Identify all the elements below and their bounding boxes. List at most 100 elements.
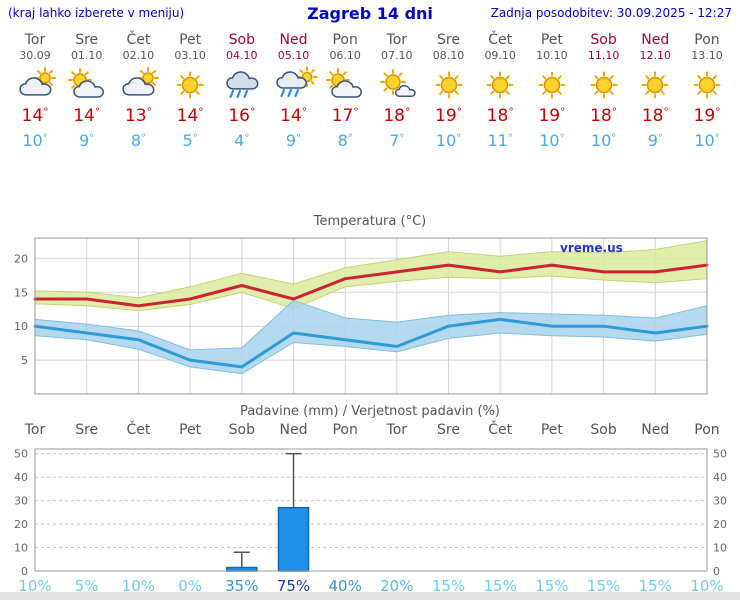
precip-probability: 10% [121,577,156,595]
low-temp: 9° [647,131,663,150]
watermark: vreme.us [560,241,623,255]
high-temp: 18° [486,106,514,126]
high-temp: 13° [124,106,152,126]
low-temp: 5° [182,131,198,150]
svg-text:10: 10 [14,320,28,333]
high-temp: 18° [641,106,669,126]
day-column-03.10: Pet 03.10 14° 5° [164,30,216,150]
precip-probability: 20% [380,577,414,595]
low-temp: 8° [337,131,353,150]
sunny-icon [164,68,216,104]
footer-bar [0,592,740,600]
high-temp: 18° [383,106,411,126]
showers-icon [268,66,320,104]
precipitation-chart: 0 0 10 10 20 20 30 30 40 40 50 50 [14,448,727,578]
high-temp: 16° [228,106,256,126]
precipitation-chart-title: Padavine (mm) / Verjetnost padavin (%) [240,404,500,419]
day-name: Pon [694,32,720,48]
day-date: 11.10 [587,49,620,62]
high-temp: 14° [176,106,204,126]
day-date: 30.09 [19,49,51,62]
precip-probability: 15% [431,577,466,595]
day-date: 07.10 [381,49,413,62]
day-name: Pet [540,32,563,48]
sunny-icon [474,68,526,104]
min-range-band [34,299,708,375]
low-temp: 10° [22,131,48,150]
sunny-icon [423,68,475,104]
low-temp: 10° [590,131,617,150]
svg-text:30: 30 [14,495,28,508]
precip-probability-row: 10% 5% 10% 0% 35% 75% 40% 20% 15% 15% 15% 15% 15% 10% [0,577,740,597]
page-title: Zagreb 14 dni [307,4,433,23]
precip-probability: 15% [483,577,517,595]
low-temp: 10° [435,131,462,150]
precip-probability: 35% [225,577,259,595]
high-temp: 18° [590,106,618,126]
precip-probability: 40% [328,577,362,595]
day-column-11.10: Sob 11.10 18° 10° [578,30,630,150]
precip-probability: 10% [18,577,52,595]
precip-day-label: Sob [228,422,255,438]
high-temp: 14° [21,106,49,126]
svg-text:0: 0 [713,565,720,578]
low-temp: 4° [234,131,250,150]
low-temp: 10° [539,131,565,150]
svg-text:5: 5 [21,354,28,367]
svg-text:40: 40 [713,471,727,484]
day-date: 12.10 [639,49,672,62]
day-date: 10.10 [536,49,568,62]
day-name: Ned [641,32,670,48]
precip-day-label: Pon [694,422,720,438]
high-temp: 19° [538,106,566,126]
day-strip: Tor 30.09 14° 10° Sre 01.10 14° 9° Čet 02.10 13° 8°… [0,30,740,182]
high-temp: 14° [73,106,101,126]
svg-text:20: 20 [14,252,28,265]
day-name: Pon [332,32,358,48]
high-temp: 19° [693,106,721,126]
day-date: 03.10 [174,49,206,62]
low-temp: 9° [285,131,302,150]
high-temp: 17° [331,106,359,126]
day-name: Čet [126,32,151,48]
svg-text:50: 50 [14,448,28,461]
day-date: 13.10 [691,49,723,62]
temperature-chart: 5 10 15 20 vreme.us [14,237,709,395]
svg-text:10: 10 [14,542,28,555]
svg-text:20: 20 [14,518,28,531]
day-name: Ned [279,32,308,48]
low-temp: 8° [130,131,146,150]
precip-day-label: Sre [75,422,99,438]
svg-text:30: 30 [713,495,727,508]
menu-hint: (kraj lahko izberete v meniju) [8,6,185,20]
day-name: Tor [386,32,408,48]
high-temp: 14° [280,106,307,126]
day-name: Pet [179,32,202,48]
low-temp: 7° [389,131,405,150]
day-name: Čet [488,32,513,48]
day-name: Sre [75,32,99,48]
day-column-04.10: Sob 04.10 16° 4° [216,30,268,150]
svg-text:15: 15 [14,286,28,299]
mostly-sunny-icon [371,68,423,104]
precip-probability: 15% [535,577,569,595]
day-name: Sre [437,32,460,48]
day-date: 02.10 [122,49,155,62]
svg-text:50: 50 [713,448,727,461]
max-temp-line [33,263,709,308]
rain-icon [216,68,268,104]
day-date: 05.10 [277,49,310,62]
svg-text:0: 0 [21,565,28,578]
partly-cloudy-icon [61,68,113,104]
high-temp: 19° [435,106,462,126]
svg-text:40: 40 [14,471,28,484]
precip-day-label: Čet [488,422,513,438]
svg-text:10: 10 [713,542,727,555]
precip-day-label: Pon [332,422,358,438]
precip-day-label: Pet [540,422,563,438]
precip-day-label: Tor [386,422,408,438]
low-temp: 10° [694,131,720,150]
day-date: 06.10 [329,49,361,62]
mostly-cloudy-icon [9,67,61,104]
day-column-05.10: Ned 05.10 14° 9° [268,30,320,150]
